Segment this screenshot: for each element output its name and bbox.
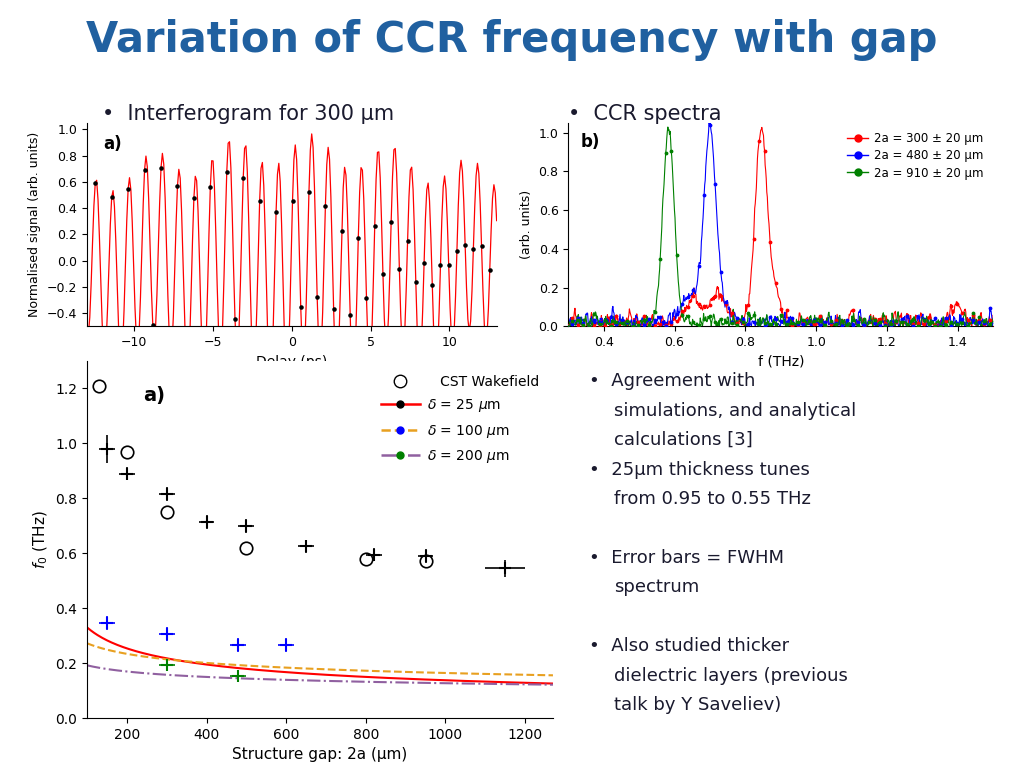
- Text: •  Agreement with: • Agreement with: [589, 372, 755, 390]
- Legend:    CST Wakefield, $\delta$ = 25 $\mu$m, $\delta$ = 100 $\mu$m, $\delta$ = 200 $\: CST Wakefield, $\delta$ = 25 $\mu$m, $\d…: [374, 368, 546, 472]
- Text: spectrum: spectrum: [614, 578, 699, 596]
- Y-axis label: $f_0$ (THz): $f_0$ (THz): [32, 510, 50, 569]
- Text: simulations, and analytical: simulations, and analytical: [614, 402, 857, 419]
- Text: from 0.95 to 0.55 THz: from 0.95 to 0.55 THz: [614, 490, 811, 508]
- Legend: 2a = 300 ± 20 μm, 2a = 480 ± 20 μm, 2a = 910 ± 20 μm: 2a = 300 ± 20 μm, 2a = 480 ± 20 μm, 2a =…: [844, 129, 987, 183]
- Text: •  Error bars = FWHM: • Error bars = FWHM: [589, 549, 783, 567]
- Text: talk by Y Saveliev): talk by Y Saveliev): [614, 696, 781, 713]
- Text: •  Interferogram for 300 μm: • Interferogram for 300 μm: [102, 104, 394, 124]
- Text: calculations [3]: calculations [3]: [614, 431, 753, 449]
- X-axis label: Structure gap: 2a (μm): Structure gap: 2a (μm): [232, 747, 408, 763]
- X-axis label: Delay (ps): Delay (ps): [256, 355, 328, 369]
- Text: •  CCR spectra: • CCR spectra: [568, 104, 722, 124]
- Text: •  25μm thickness tunes: • 25μm thickness tunes: [589, 461, 810, 478]
- Text: •  Also studied thicker: • Also studied thicker: [589, 637, 788, 655]
- Text: b): b): [581, 133, 600, 151]
- Text: a): a): [143, 386, 165, 405]
- Text: Variation of CCR frequency with gap: Variation of CCR frequency with gap: [86, 19, 938, 61]
- Y-axis label: (arb. units): (arb. units): [520, 190, 534, 260]
- Y-axis label: Normalised signal (arb. units): Normalised signal (arb. units): [29, 132, 41, 317]
- Text: dielectric layers (previous: dielectric layers (previous: [614, 667, 848, 684]
- X-axis label: f (THz): f (THz): [758, 355, 804, 369]
- Text: a): a): [103, 135, 122, 153]
